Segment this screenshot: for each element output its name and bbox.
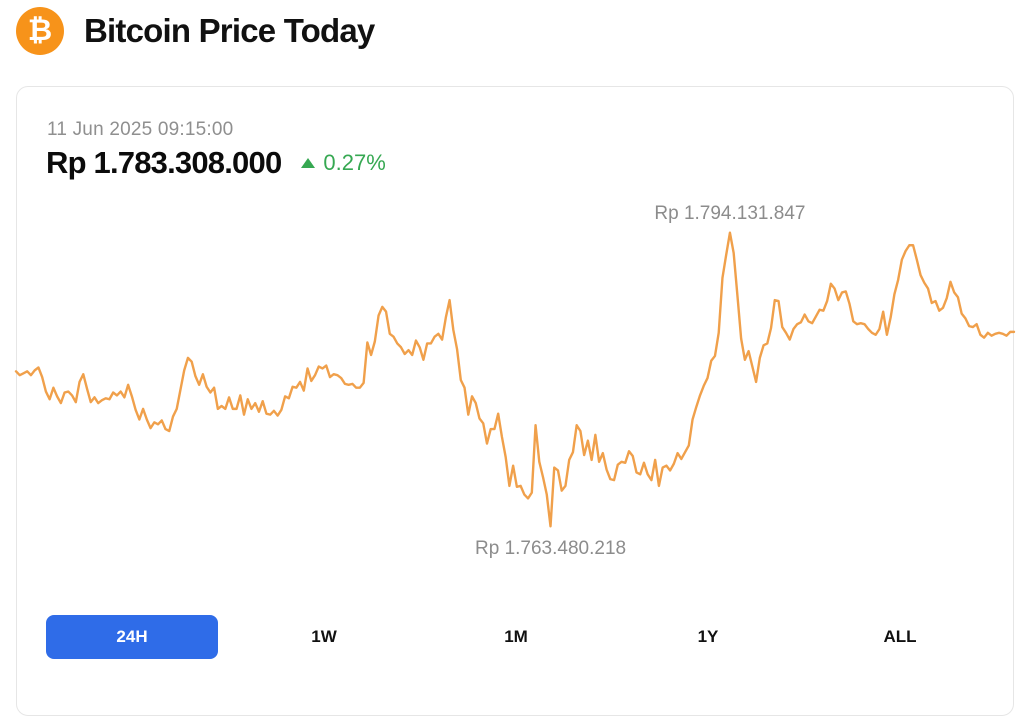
time-range-tabs: 24H 1W 1M 1Y ALL: [46, 615, 996, 659]
price-change-value: 0.27%: [323, 150, 386, 175]
header: ₿ Bitcoin Price Today: [16, 6, 375, 56]
price-card: 11 Jun 2025 09:15:00 Rp 1.783.308.000 0.…: [16, 86, 1014, 716]
current-price: Rp 1.783.308.000: [46, 145, 282, 180]
price-chart: [14, 231, 1016, 528]
page-title: Bitcoin Price Today: [84, 12, 375, 49]
price-change: 0.27%: [301, 150, 386, 176]
tab-1y[interactable]: 1Y: [697, 627, 719, 646]
tab-24h[interactable]: 24H: [46, 615, 218, 659]
tab-1m[interactable]: 1M: [504, 627, 528, 646]
price-row: Rp 1.783.308.000 0.27%: [46, 145, 386, 181]
price-line[interactable]: [14, 231, 1016, 528]
max-price-label: Rp 1.794.131.847: [654, 202, 806, 224]
price-timestamp: 11 Jun 2025 09:15:00: [47, 119, 234, 140]
bitcoin-icon: ₿: [16, 7, 64, 55]
triangle-up-icon: [301, 158, 316, 168]
tab-all[interactable]: ALL: [883, 627, 917, 646]
tab-1w[interactable]: 1W: [311, 627, 337, 646]
min-price-label: Rp 1.763.480.218: [475, 538, 627, 560]
